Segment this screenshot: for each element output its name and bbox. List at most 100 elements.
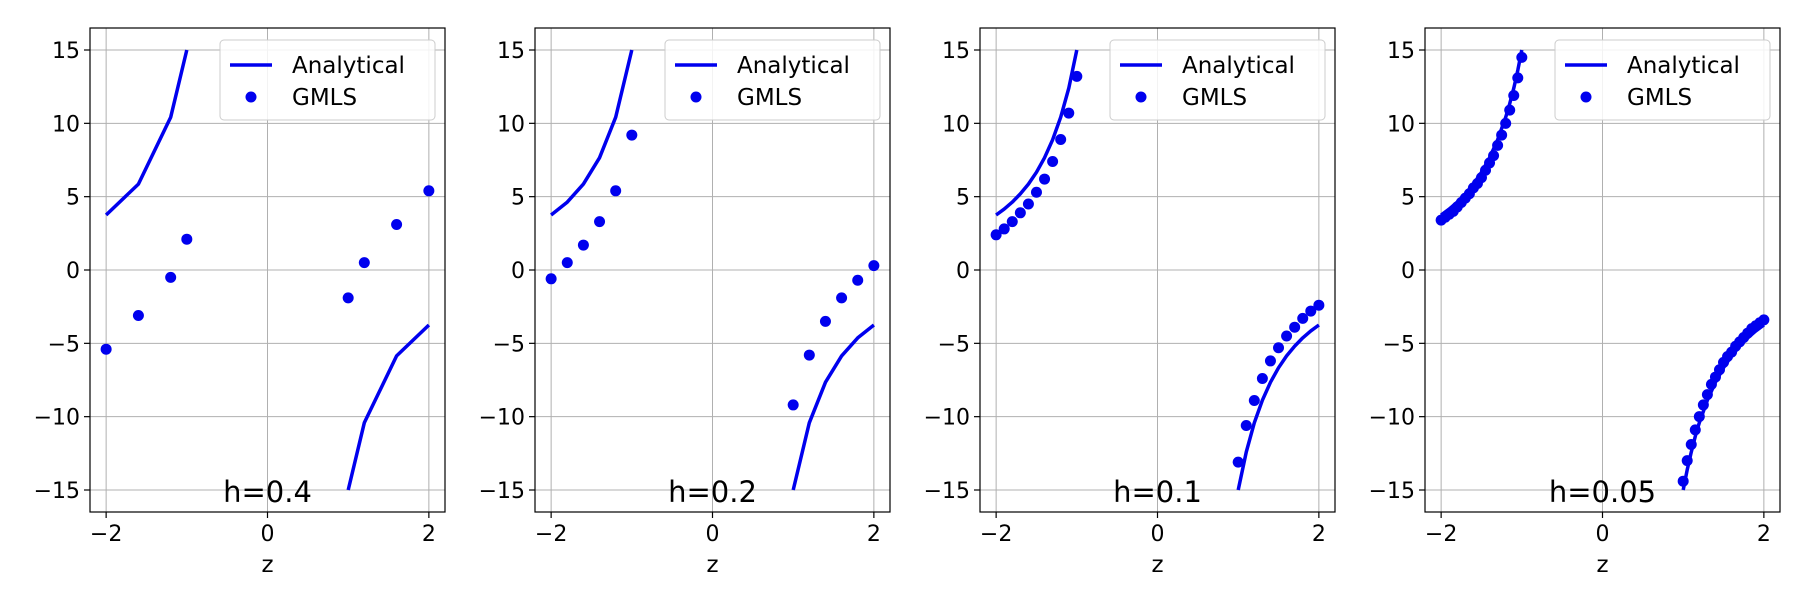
gmls-point [1047, 155, 1059, 167]
analytical-line [550, 49, 634, 217]
gmls-point [1273, 342, 1285, 354]
gmls-point [1264, 355, 1276, 367]
x-tick-label: −2 [1425, 522, 1457, 547]
x-tick-label: 0 [1596, 522, 1610, 547]
x-tick-label: 0 [261, 522, 275, 547]
x-tick-label: −2 [535, 522, 567, 547]
legend: Analytical GMLS [664, 39, 881, 121]
y-tick-label: 15 [497, 39, 525, 64]
gmls-point [100, 343, 112, 355]
chart-panel-2: −2 0 2 15 10 5 0 −5 −10 −15 z h=0.2 Analytical GMLS [479, 27, 891, 578]
legend: Analytical GMLS [1554, 39, 1771, 121]
gmls-point [165, 271, 177, 283]
legend-label-analytical: Analytical [1627, 53, 1740, 79]
gmls-point [1248, 395, 1260, 407]
legend-point-swatch [1135, 91, 1147, 103]
y-tick-label: −15 [924, 479, 970, 504]
legend-point-swatch [1580, 91, 1592, 103]
y-tick-label: −10 [479, 406, 525, 431]
x-tick-label: 2 [1312, 522, 1326, 547]
gmls-point [1030, 186, 1042, 198]
y-tick-label: −15 [479, 479, 525, 504]
legend-box [219, 39, 436, 121]
plot-frame [89, 27, 446, 513]
gmls-point [1240, 419, 1252, 431]
gmls-point [391, 219, 403, 231]
gmls-point [819, 315, 831, 327]
y-tick-label: 10 [942, 112, 970, 137]
h-annotation: h=0.05 [1549, 475, 1656, 509]
y-tick-label: 10 [497, 112, 525, 137]
x-tick-label: −2 [90, 522, 122, 547]
y-tick-label: 0 [511, 259, 525, 284]
gmls-point [1693, 411, 1705, 423]
gmls-point [1685, 439, 1697, 451]
gmls-point [1681, 455, 1693, 467]
y-tick-label: 10 [52, 112, 80, 137]
data-layer [100, 49, 435, 491]
y-tick-label: 0 [66, 259, 80, 284]
gmls-point [1305, 305, 1317, 317]
gmls-point [1500, 117, 1512, 129]
gmls-point [594, 216, 606, 228]
x-tick-label: −2 [980, 522, 1012, 547]
y-tick-label: 5 [66, 186, 80, 211]
plot-frame [534, 27, 891, 513]
legend-label-analytical: Analytical [292, 53, 405, 79]
y-tick-label: 5 [511, 186, 525, 211]
x-axis-label: z [1151, 552, 1163, 578]
y-tick-label: −15 [1369, 479, 1415, 504]
gmls-point [358, 257, 370, 269]
y-tick-label: −5 [1383, 332, 1415, 357]
y-tick-label: −5 [938, 332, 970, 357]
gmls-point [787, 399, 799, 411]
gmls-point [1492, 139, 1504, 151]
analytical-line [1440, 49, 1524, 217]
x-axis-label: z [706, 552, 718, 578]
gmls-point [1677, 475, 1689, 487]
gmls-point [1006, 216, 1018, 228]
gmls-point [1504, 104, 1516, 116]
gmls-point [1014, 207, 1026, 219]
gmls-point [1063, 107, 1075, 119]
gmls-point [181, 233, 193, 245]
gmls-point [342, 292, 354, 304]
legend: Analytical GMLS [1109, 39, 1326, 121]
x-tick-label: 2 [867, 522, 881, 547]
gmls-point [1039, 173, 1051, 185]
gmls-point [1758, 314, 1770, 326]
gmls-point [1256, 373, 1268, 385]
gmls-point [1055, 133, 1067, 145]
y-tick-label: 10 [1387, 112, 1415, 137]
analytical-line [995, 49, 1079, 217]
gmls-point [561, 257, 573, 269]
x-tick-label: 2 [1757, 522, 1771, 547]
x-axis-label: z [1596, 552, 1608, 578]
gmls-point [1281, 330, 1293, 342]
legend-point-swatch [690, 91, 702, 103]
y-tick-label: −10 [924, 406, 970, 431]
gmls-point [990, 229, 1002, 241]
legend-box [1554, 39, 1771, 121]
legend-label-analytical: Analytical [1182, 53, 1295, 79]
legend-label-analytical: Analytical [737, 53, 850, 79]
data-layer [1435, 49, 1770, 491]
y-tick-label: 15 [1387, 39, 1415, 64]
legend-label-gmls: GMLS [292, 85, 357, 111]
legend-box [664, 39, 881, 121]
gmls-point [1508, 89, 1520, 101]
gmls-point [803, 349, 815, 361]
gmls-point [626, 129, 638, 141]
gmls-point [1313, 299, 1325, 311]
plot-frame [979, 27, 1336, 513]
analytical-line [1236, 323, 1320, 491]
y-tick-label: 5 [1401, 186, 1415, 211]
gmls-point [1297, 312, 1309, 324]
gmls-point [1071, 70, 1083, 82]
gmls-point [423, 185, 435, 197]
y-tick-label: 0 [956, 259, 970, 284]
gmls-point [545, 273, 557, 285]
gmls-point [1488, 150, 1500, 162]
gmls-point [1697, 399, 1709, 411]
gmls-point [852, 274, 864, 286]
